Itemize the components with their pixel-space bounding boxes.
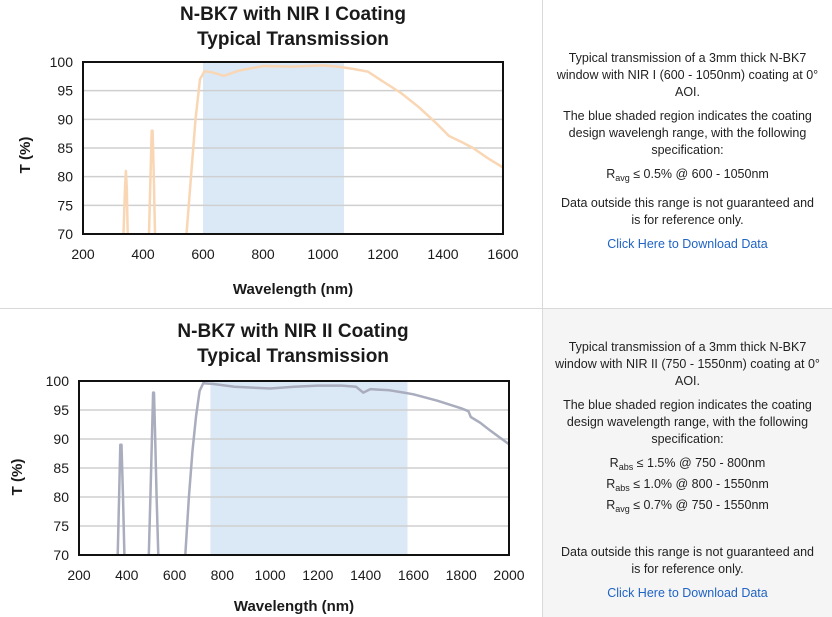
spec-line: Rabs ≤ 1.5% @ 750 - 800nm	[609, 456, 766, 472]
chart-subtitle: Typical Transmission	[197, 29, 389, 50]
x-tick-label: 800	[251, 246, 275, 262]
x-tick-label: 2000	[493, 567, 524, 583]
shaded-region-note: The blue shaded region indicates the coa…	[563, 398, 812, 446]
description-text: Typical transmission of a 3mm thick N-BK…	[555, 340, 820, 388]
y-tick-label: 90	[53, 431, 69, 447]
download-data-link[interactable]: Click Here to Download Data	[607, 237, 768, 251]
x-tick-label: 1800	[446, 567, 477, 583]
x-tick-label: 400	[115, 567, 139, 583]
chart-cell: 70 75 80 85 90 95 100 200 400 600 800 1000 1200 1400 1…	[0, 309, 542, 617]
x-tick-label: 800	[211, 567, 235, 583]
chart-row-nir-i: 70 75 80 85 90 95 100 200 400 600 800 1000 1200 1400 1…	[0, 0, 832, 309]
y-tick-label: 75	[53, 518, 69, 534]
x-axis-label: Wavelength (nm)	[233, 281, 353, 298]
y-axis-label: T (%)	[9, 459, 26, 496]
spec-line: Ravg ≤ 0.7% @ 750 - 1550nm	[606, 498, 769, 514]
spec-line: Rabs ≤ 1.0% @ 800 - 1550nm	[606, 477, 769, 493]
disclaimer-text: Data outside this range is not guarantee…	[561, 196, 814, 227]
spec-line: Ravg ≤ 0.5% @ 600 - 1050nm	[606, 167, 769, 183]
x-tick-label: 400	[131, 246, 155, 262]
description-panel: Typical transmission of a 3mm thick N-BK…	[542, 309, 832, 617]
chart-cell: 70 75 80 85 90 95 100 200 400 600 800 1000 1200 1400 1…	[0, 0, 542, 308]
y-tick-label: 75	[57, 197, 73, 213]
y-tick-label: 95	[57, 83, 73, 99]
transmission-curve	[116, 443, 126, 555]
y-tick-label: 70	[53, 547, 69, 563]
y-tick-label: 80	[53, 489, 69, 505]
y-tick-label: 85	[57, 140, 73, 156]
x-tick-label: 600	[191, 246, 215, 262]
x-axis-label: Wavelength (nm)	[234, 598, 354, 615]
plot-frame	[78, 380, 510, 556]
description-panel: Typical transmission of a 3mm thick N-BK…	[542, 0, 832, 308]
plot-frame	[82, 61, 504, 235]
chart-subtitle: Typical Transmission	[197, 346, 389, 367]
x-tick-label: 1200	[367, 246, 398, 262]
x-tick-label: 1200	[302, 567, 333, 583]
download-data-link[interactable]: Click Here to Download Data	[607, 586, 768, 600]
transmission-curve	[185, 64, 503, 234]
nir-i-transmission-chart: 70 75 80 85 90 95 100 200 400 600 800 1000 1200 1400 1…	[17, 4, 519, 298]
y-tick-label: 95	[53, 402, 69, 418]
y-tick-label: 100	[46, 373, 70, 389]
chart-title: N-BK7 with NIR II Coating	[177, 321, 408, 342]
transmission-curve	[147, 129, 157, 234]
y-axis-label: T (%)	[17, 137, 34, 174]
transmission-curve	[147, 391, 160, 555]
x-tick-label: 1600	[398, 567, 429, 583]
x-tick-label: 1000	[307, 246, 338, 262]
disclaimer-text: Data outside this range is not guarantee…	[561, 545, 814, 576]
y-tick-label: 80	[57, 169, 73, 185]
x-tick-label: 1400	[427, 246, 458, 262]
x-tick-label: 1400	[350, 567, 381, 583]
y-tick-label: 70	[57, 226, 73, 242]
shaded-region-note: The blue shaded region indicates the coa…	[563, 109, 812, 157]
y-tick-label: 85	[53, 460, 69, 476]
x-tick-label: 200	[71, 246, 95, 262]
chart-row-nir-ii: 70 75 80 85 90 95 100 200 400 600 800 1000 1200 1400 1…	[0, 309, 832, 617]
y-tick-label: 100	[50, 54, 74, 70]
nir-ii-transmission-chart: 70 75 80 85 90 95 100 200 400 600 800 1000 1200 1400 1…	[9, 321, 525, 615]
transmission-curve	[184, 382, 509, 555]
x-tick-label: 1000	[255, 567, 286, 583]
x-tick-label: 1600	[487, 246, 518, 262]
description-text: Typical transmission of a 3mm thick N-BK…	[556, 51, 819, 99]
y-tick-label: 90	[57, 111, 73, 127]
transmission-curve	[122, 169, 129, 234]
x-tick-label: 200	[67, 567, 91, 583]
x-tick-label: 600	[163, 567, 187, 583]
chart-title: N-BK7 with NIR I Coating	[180, 4, 406, 25]
